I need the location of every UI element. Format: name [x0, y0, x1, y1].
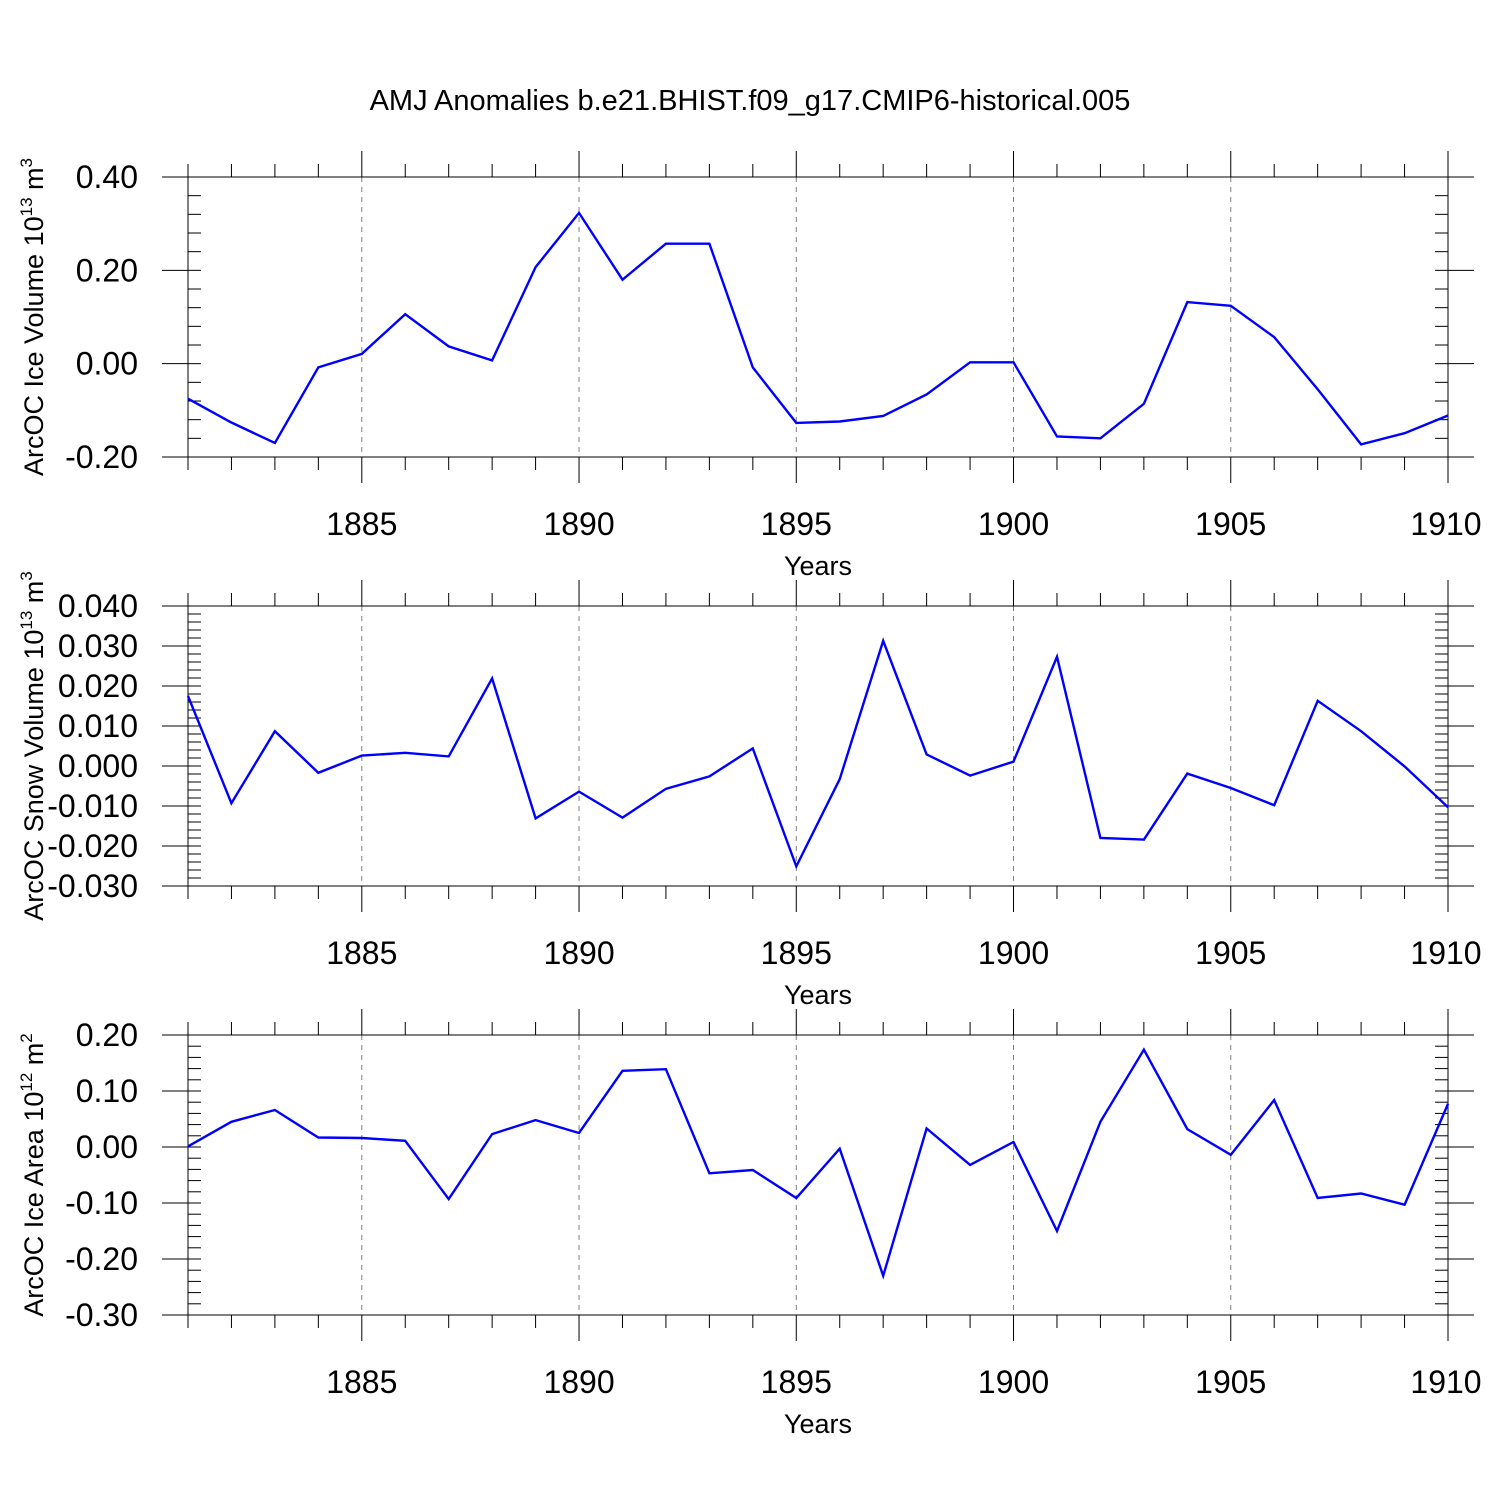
series-line: [187, 1047, 1450, 1280]
x-tick-label: 1890: [543, 506, 614, 542]
series-line: [186, 637, 1449, 870]
x-tick-label: 1910: [1410, 935, 1481, 971]
x-axis-label: Years: [784, 980, 852, 1010]
x-tick-label: 1895: [761, 1364, 832, 1400]
y-tick-label: 0.20: [76, 1017, 138, 1053]
y-tick-label: -0.20: [65, 1241, 138, 1277]
x-tick-label: 1890: [543, 1364, 614, 1400]
panel-3: -0.30 -0.20 -0.10 0.00 0.10 0.20 1885 1890 1895 1…: [17, 1009, 1482, 1439]
y-tick-label: 0.00: [76, 1129, 138, 1165]
x-tick-label: 1900: [978, 1364, 1049, 1400]
y-axis-label: ArcOC Ice Area 1012 m2: [17, 1033, 49, 1317]
y-tick-label: 0.020: [58, 668, 138, 704]
y-axis-label: ArcOC Ice Volume 1013 m3: [17, 158, 49, 476]
y-tick-label: 0.010: [58, 708, 138, 744]
y-tick-label: 0.030: [58, 628, 138, 664]
y-tick-label: -0.30: [65, 1297, 138, 1333]
y-tick-label: 0.20: [76, 252, 138, 288]
x-tick-label: 1905: [1195, 1364, 1266, 1400]
y-tick-label: -0.010: [47, 788, 138, 824]
x-axis-label: Years: [784, 551, 852, 581]
y-tick-label: 0.40: [76, 159, 138, 195]
y-tick-label: -0.20: [65, 439, 138, 475]
series-line: [187, 210, 1449, 446]
x-axis-label: Years: [784, 1409, 852, 1439]
panel-2: -0.030 -0.020 -0.010 0.000 0.010 0.020 0.030 0.…: [17, 571, 1482, 1010]
x-tick-label: 1900: [978, 506, 1049, 542]
plot-frame: [187, 1034, 1449, 1316]
y-tick-label: -0.10: [65, 1185, 138, 1221]
x-tick-label: 1910: [1410, 1364, 1481, 1400]
x-tick-label: 1895: [761, 506, 832, 542]
y-tick-label: -0.020: [47, 828, 138, 864]
x-tick-label: 1890: [543, 935, 614, 971]
y-tick-label: 0.00: [76, 346, 138, 382]
x-tick-label: 1885: [326, 1364, 397, 1400]
panel-1: -0.20 0.00 0.20 0.40 1885 1890 1895 1900 1905 191…: [17, 151, 1482, 581]
y-tick-label: -0.030: [47, 868, 138, 904]
x-tick-label: 1900: [978, 935, 1049, 971]
plot-frame: [187, 605, 1449, 887]
plot-frame: [187, 176, 1449, 458]
x-tick-label: 1905: [1195, 506, 1266, 542]
y-tick-label: 0.000: [58, 748, 138, 784]
y-tick-label: 0.040: [58, 588, 138, 624]
x-tick-label: 1885: [326, 506, 397, 542]
chart-title: AMJ Anomalies b.e21.BHIST.f09_g17.CMIP6-…: [370, 85, 1131, 117]
x-tick-label: 1885: [326, 935, 397, 971]
x-tick-label: 1910: [1410, 506, 1481, 542]
x-tick-label: 1905: [1195, 935, 1266, 971]
y-tick-label: 0.10: [76, 1073, 138, 1109]
y-axis-label: ArcOC Snow Volume 1013 m3: [17, 571, 49, 921]
x-tick-label: 1895: [761, 935, 832, 971]
